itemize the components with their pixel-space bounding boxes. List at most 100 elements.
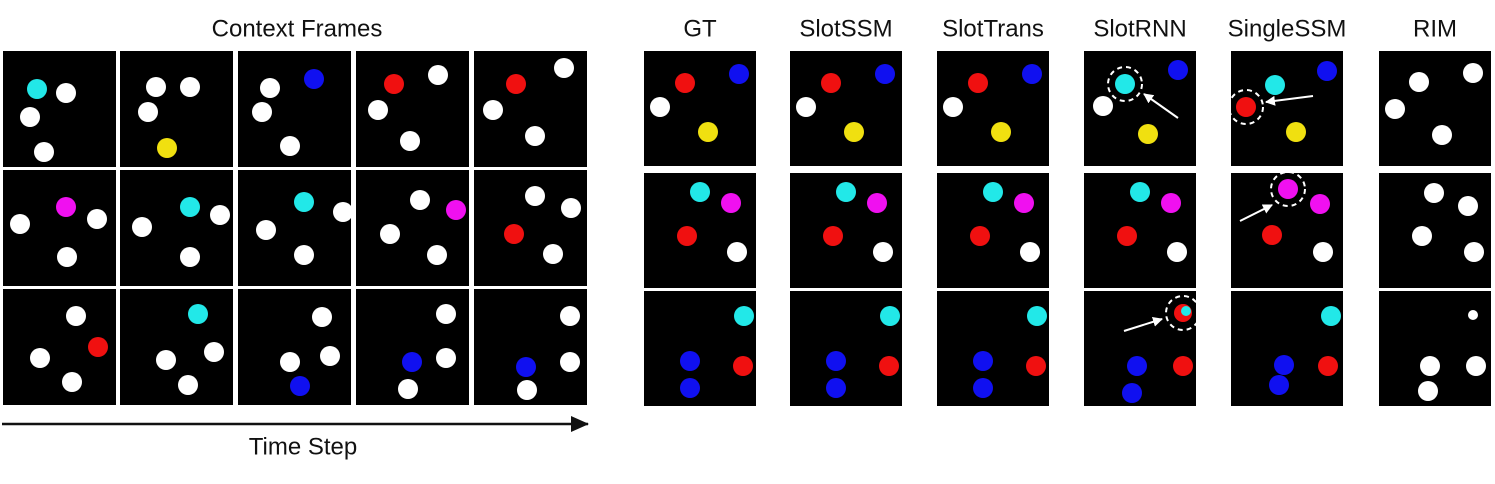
object bbox=[1321, 306, 1341, 326]
object bbox=[1022, 64, 1042, 84]
method-label: GT bbox=[683, 15, 717, 42]
object bbox=[1278, 179, 1298, 199]
object bbox=[56, 197, 76, 217]
object bbox=[1173, 356, 1193, 376]
object bbox=[879, 356, 899, 376]
method-label: SingleSSM bbox=[1228, 15, 1347, 42]
object bbox=[156, 350, 176, 370]
object bbox=[504, 224, 524, 244]
object bbox=[1269, 375, 1289, 395]
object bbox=[734, 306, 754, 326]
object bbox=[1466, 356, 1486, 376]
object bbox=[823, 226, 843, 246]
object bbox=[1236, 97, 1256, 117]
object bbox=[88, 337, 108, 357]
object bbox=[1313, 242, 1333, 262]
object bbox=[516, 357, 536, 377]
object bbox=[400, 131, 420, 151]
method-label: SlotSSM bbox=[799, 15, 892, 42]
object bbox=[525, 186, 545, 206]
object bbox=[410, 190, 430, 210]
object bbox=[138, 102, 158, 122]
object bbox=[1432, 125, 1452, 145]
object bbox=[836, 182, 856, 202]
object bbox=[428, 65, 448, 85]
object bbox=[436, 304, 456, 324]
object bbox=[87, 209, 107, 229]
object bbox=[1418, 381, 1438, 401]
frame bbox=[356, 170, 469, 286]
object bbox=[180, 197, 200, 217]
object bbox=[1027, 306, 1047, 326]
object bbox=[970, 226, 990, 246]
object bbox=[1420, 356, 1440, 376]
object bbox=[1424, 183, 1444, 203]
object bbox=[826, 378, 846, 398]
object bbox=[132, 217, 152, 237]
object bbox=[727, 242, 747, 262]
object bbox=[1168, 60, 1188, 80]
object bbox=[10, 214, 30, 234]
method-label: SlotRNN bbox=[1093, 15, 1186, 42]
object bbox=[1161, 193, 1181, 213]
object bbox=[180, 77, 200, 97]
pointer-arrow bbox=[1239, 204, 1273, 222]
object bbox=[1310, 194, 1330, 214]
method-label: RIM bbox=[1413, 15, 1457, 42]
object bbox=[252, 102, 272, 122]
object bbox=[280, 136, 300, 156]
highlight-ring bbox=[1228, 89, 1264, 125]
object bbox=[1464, 242, 1484, 262]
object bbox=[312, 307, 332, 327]
object bbox=[1181, 306, 1191, 316]
object bbox=[436, 348, 456, 368]
object bbox=[844, 122, 864, 142]
object bbox=[446, 200, 466, 220]
object bbox=[1412, 226, 1432, 246]
object bbox=[543, 244, 563, 264]
object bbox=[402, 352, 422, 372]
object bbox=[729, 64, 749, 84]
object bbox=[1409, 72, 1429, 92]
object bbox=[826, 351, 846, 371]
object bbox=[1115, 74, 1135, 94]
object bbox=[320, 346, 340, 366]
object bbox=[1385, 99, 1405, 119]
object bbox=[1468, 310, 1478, 320]
object bbox=[188, 304, 208, 324]
object bbox=[733, 356, 753, 376]
object bbox=[677, 226, 697, 246]
object bbox=[943, 97, 963, 117]
object bbox=[1020, 242, 1040, 262]
object bbox=[1130, 182, 1150, 202]
object bbox=[333, 202, 353, 222]
object bbox=[280, 352, 300, 372]
object bbox=[517, 380, 537, 400]
object bbox=[427, 245, 447, 265]
object bbox=[483, 100, 503, 120]
highlight-ring bbox=[1270, 171, 1306, 207]
object bbox=[973, 378, 993, 398]
object bbox=[1318, 356, 1338, 376]
object bbox=[180, 247, 200, 267]
object bbox=[1026, 356, 1046, 376]
frame bbox=[238, 170, 351, 286]
object bbox=[210, 205, 230, 225]
object bbox=[560, 306, 580, 326]
object bbox=[1138, 124, 1158, 144]
object bbox=[294, 192, 314, 212]
object bbox=[62, 372, 82, 392]
object bbox=[690, 182, 710, 202]
object bbox=[398, 379, 418, 399]
object bbox=[1463, 63, 1483, 83]
pointer-arrow bbox=[1123, 316, 1163, 332]
object bbox=[256, 220, 276, 240]
object bbox=[1117, 226, 1137, 246]
object bbox=[290, 376, 310, 396]
object bbox=[680, 351, 700, 371]
object bbox=[56, 83, 76, 103]
object bbox=[867, 193, 887, 213]
object bbox=[561, 198, 581, 218]
object bbox=[384, 74, 404, 94]
pointer-arrow bbox=[1265, 95, 1314, 106]
